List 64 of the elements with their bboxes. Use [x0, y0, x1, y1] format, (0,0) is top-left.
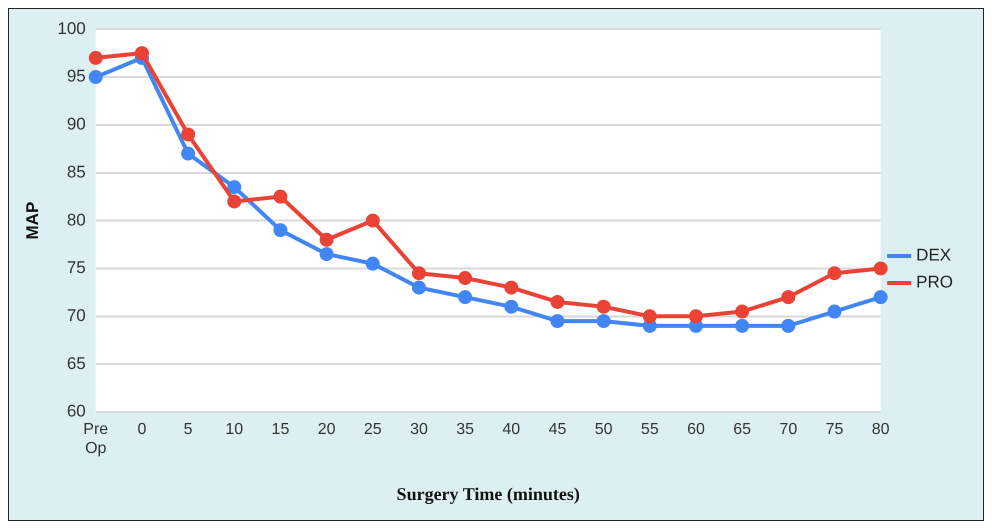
point — [781, 290, 796, 304]
x-tick-label: 15 — [272, 421, 290, 438]
point — [88, 70, 103, 84]
point — [688, 309, 703, 324]
y-tick-label: 70 — [66, 306, 86, 325]
legend-label: DEX — [916, 246, 952, 265]
x-tick-label: 40 — [502, 421, 520, 438]
y-axis-title: MAP — [22, 202, 42, 240]
point — [88, 50, 103, 65]
point — [874, 261, 888, 276]
x-tick-label: 30 — [410, 421, 428, 438]
point — [366, 256, 380, 271]
point — [320, 247, 334, 262]
point — [273, 223, 288, 238]
y-tick-label: 100 — [57, 18, 86, 38]
x-tick-label: 60 — [687, 421, 705, 438]
point — [504, 280, 518, 295]
x-tick-label: 10 — [225, 421, 244, 438]
x-tick-label: 5 — [184, 421, 193, 438]
point — [642, 309, 657, 324]
x-tick-label: 55 — [640, 421, 659, 438]
point — [227, 180, 242, 194]
x-tick-label: 20 — [318, 421, 336, 438]
point — [320, 232, 334, 247]
point — [458, 271, 472, 286]
x-tick-label: 45 — [548, 421, 566, 438]
x-tick-label: 80 — [872, 421, 890, 438]
point — [273, 190, 288, 204]
point — [596, 300, 611, 314]
x-tick-label: 65 — [733, 421, 752, 438]
y-tick-label: 65 — [66, 354, 86, 373]
x-tick-label: 25 — [364, 421, 382, 438]
point — [227, 194, 242, 208]
legend-label: PRO — [916, 272, 954, 292]
point — [550, 314, 564, 328]
x-axis-title: Surgery Time (minutes) — [396, 484, 580, 504]
y-tick-label: 95 — [66, 66, 86, 86]
point — [735, 318, 750, 333]
point — [781, 318, 796, 333]
point — [827, 304, 842, 319]
point — [874, 290, 888, 304]
y-tick-label: 75 — [66, 258, 86, 278]
x-tick-label: Pre Op — [83, 421, 108, 458]
point — [827, 266, 842, 280]
point — [550, 294, 564, 309]
x-tick-label: 0 — [137, 421, 146, 438]
x-tick-label: 75 — [826, 421, 844, 438]
point — [181, 127, 196, 142]
y-tick-label: 80 — [66, 210, 86, 230]
point — [735, 304, 750, 319]
y-tick-label: 90 — [66, 114, 86, 134]
x-tick-label: 35 — [456, 421, 474, 438]
point — [366, 214, 380, 228]
point — [412, 280, 426, 295]
point — [412, 266, 426, 280]
point — [504, 300, 518, 314]
x-tick-label: 50 — [594, 421, 613, 438]
x-tick-label: 70 — [779, 421, 798, 438]
point — [458, 290, 472, 304]
point — [134, 46, 149, 60]
point — [181, 146, 196, 161]
y-tick-label: 60 — [66, 402, 86, 421]
point — [596, 314, 611, 328]
y-tick-label: 85 — [66, 162, 86, 182]
